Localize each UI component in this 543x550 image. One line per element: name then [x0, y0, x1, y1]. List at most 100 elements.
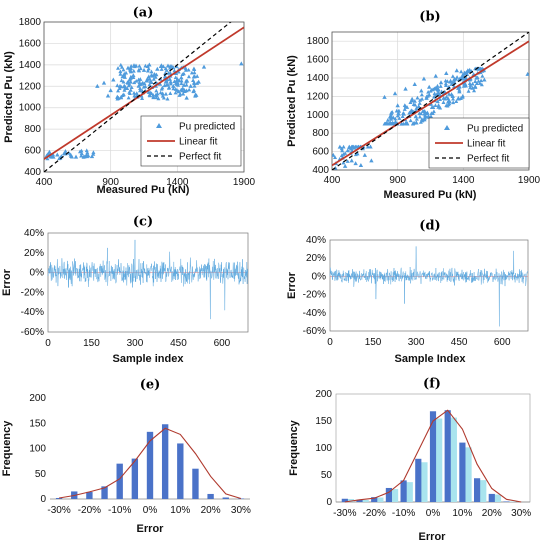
scatter-point — [416, 104, 421, 109]
scatter-point — [412, 82, 417, 87]
scatter-point — [436, 88, 441, 93]
scatter-point — [163, 91, 168, 96]
scatter-point — [84, 148, 89, 153]
scatter-point — [81, 154, 86, 159]
x-tick-label: -10% — [108, 505, 131, 516]
histogram-bar — [161, 424, 169, 499]
scatter-point — [525, 71, 529, 76]
scatter-point — [85, 150, 90, 155]
scatter-point — [474, 81, 479, 86]
histogram-bar — [177, 443, 184, 499]
scatter-point — [426, 84, 432, 89]
y-tick-label: 50 — [321, 470, 333, 481]
scatter-point — [173, 81, 178, 85]
scatter-point — [141, 67, 147, 72]
x-tick-label: 450 — [170, 338, 187, 349]
scatter-point — [165, 82, 170, 87]
x-tick-label: 300 — [127, 338, 144, 349]
scatter-point — [459, 69, 464, 74]
x-tick-label: -30% — [333, 508, 356, 519]
scatter-point — [125, 86, 130, 91]
scatter-point — [63, 149, 68, 153]
scatter-point — [179, 78, 184, 83]
scatter-point — [166, 85, 171, 90]
scatter-point — [473, 84, 478, 88]
plot-frame — [43, 21, 245, 173]
scatter-point — [446, 92, 451, 96]
scatter-point — [175, 88, 180, 92]
scatter-point — [408, 100, 413, 104]
histogram-bar — [146, 431, 154, 499]
y-axis-label: Frequency — [1, 420, 13, 477]
scatter-point — [129, 85, 134, 89]
scatter-point — [436, 105, 441, 109]
y-tick-label: 600 — [312, 147, 329, 158]
scatter-point — [192, 70, 197, 75]
scatter-point — [136, 83, 141, 88]
histogram-bar — [222, 497, 229, 499]
histogram-bar — [429, 411, 437, 502]
scatter-point — [429, 105, 434, 110]
scatter-point — [134, 78, 139, 83]
panel-label: (b) — [419, 10, 440, 25]
histogram-bar — [86, 491, 93, 499]
scatter-point — [443, 81, 448, 86]
scatter-point — [470, 81, 475, 86]
y-tick-label: 1200 — [19, 81, 42, 92]
scatter-point — [138, 86, 143, 90]
scatter-point — [160, 93, 165, 98]
scatter-point — [154, 95, 159, 100]
scatter-point — [129, 66, 134, 71]
scatter-point — [345, 159, 350, 163]
scatter-point — [479, 82, 484, 87]
histogram-bar — [55, 497, 63, 499]
y-tick-label: 150 — [29, 418, 46, 429]
scatter-point — [156, 96, 161, 101]
scatter-point — [132, 80, 137, 85]
panel-c: (c) Sample index Error 40% 20% 0% -20% -40% -60%… — [1, 215, 249, 365]
x-axis-label: Measured Pu (kN) — [97, 184, 190, 196]
x-tick-label: 1900 — [518, 175, 541, 186]
x-tick-label: 30% — [231, 505, 251, 516]
scatter-point — [479, 78, 484, 83]
scatter-point — [239, 61, 244, 66]
scatter-point — [403, 121, 408, 126]
scatter-point — [337, 144, 343, 149]
scatter-point — [435, 99, 440, 104]
scatter-point — [426, 113, 431, 118]
x-tick-label: 600 — [214, 338, 231, 349]
panel-label: (f) — [423, 377, 441, 392]
scatter-point — [419, 92, 424, 97]
x-tick-label: 400 — [324, 175, 341, 186]
scatter-point — [111, 77, 116, 82]
scatter-point — [414, 116, 419, 121]
scatter-point — [187, 87, 192, 92]
scatter-point — [127, 91, 132, 96]
scatter-point — [189, 70, 194, 75]
scatter-point — [119, 95, 124, 100]
x-axis-label: Measured Pu (kN) — [384, 189, 477, 201]
scatter-point — [345, 148, 350, 153]
scatter-point — [121, 67, 126, 72]
scatter-point — [419, 88, 424, 93]
scatter-point — [385, 118, 390, 122]
x-tick-label: 20% — [482, 508, 502, 519]
y-tick-label: 0% — [30, 268, 45, 279]
histogram-bar — [385, 487, 392, 502]
x-tick-label: 1900 — [233, 177, 256, 188]
scatter-point — [193, 92, 198, 97]
scatter-point — [436, 91, 441, 96]
scatter-point — [385, 121, 390, 126]
scatter-point — [47, 149, 52, 154]
scatter-point — [169, 64, 174, 68]
scatter-point — [167, 77, 172, 81]
scatter-point — [108, 88, 113, 93]
scatter-point — [405, 105, 410, 109]
y-tick-label: -20% — [303, 290, 326, 301]
scatter-point — [391, 121, 396, 126]
bar-shadow — [374, 497, 384, 502]
scatter-point — [452, 80, 457, 85]
scatter-point — [461, 84, 466, 88]
legend-entry: Pu predicted — [179, 122, 235, 133]
